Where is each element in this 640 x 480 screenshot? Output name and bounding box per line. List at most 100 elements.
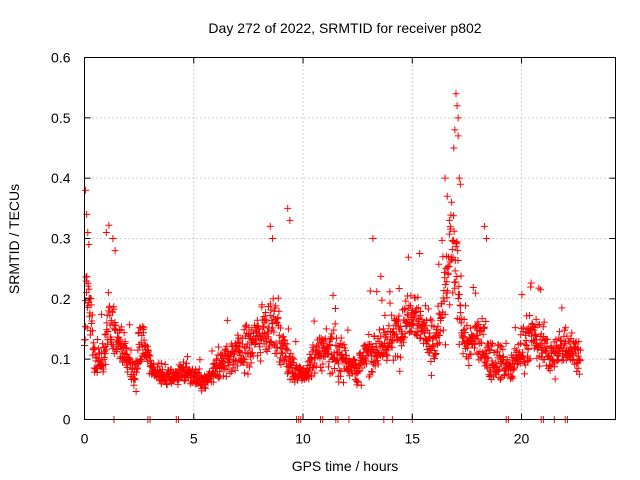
data-point (97, 349, 105, 357)
data-point (382, 347, 390, 355)
data-point (102, 228, 110, 236)
data-point (274, 294, 282, 302)
data-point (540, 318, 548, 326)
data-point (403, 310, 411, 318)
data-point (404, 253, 412, 261)
data-point (95, 345, 103, 353)
data-point (410, 312, 418, 320)
data-point (344, 326, 352, 334)
data-point (428, 317, 436, 325)
data-point (439, 326, 447, 334)
data-point (102, 360, 110, 368)
data-point (373, 357, 381, 365)
data-point (478, 339, 486, 347)
data-point (89, 339, 97, 347)
data-point (140, 336, 148, 344)
data-point (277, 361, 285, 369)
data-point (529, 322, 537, 330)
data-point (183, 359, 191, 367)
data-point (226, 355, 234, 363)
data-point (533, 335, 541, 343)
data-point (435, 339, 443, 347)
data-point (327, 333, 335, 341)
data-point (569, 356, 577, 364)
data-point (338, 350, 346, 358)
data-point (424, 305, 432, 313)
data-point (464, 354, 472, 362)
data-point (84, 282, 92, 290)
data-point (519, 353, 527, 361)
data-point (93, 369, 101, 377)
data-point (436, 327, 444, 335)
data-point (337, 334, 345, 342)
data-point (248, 326, 256, 334)
data-point (534, 321, 542, 329)
data-point (404, 312, 412, 320)
data-point (448, 198, 456, 206)
data-point (576, 357, 584, 365)
data-point (453, 102, 461, 110)
data-point (328, 369, 336, 377)
data-point (319, 339, 327, 347)
data-point (132, 387, 140, 395)
data-point (256, 349, 264, 357)
data-point (455, 291, 463, 299)
data-point (340, 341, 348, 349)
data-point (279, 333, 287, 341)
data-point (376, 326, 384, 334)
data-point (268, 235, 276, 242)
data-point (417, 334, 425, 342)
data-point (449, 289, 457, 297)
data-point (434, 322, 442, 330)
data-point (443, 278, 451, 286)
data-point (330, 326, 338, 334)
data-point (248, 349, 256, 357)
data-point (324, 363, 332, 371)
data-point (262, 317, 270, 325)
data-point (551, 375, 559, 383)
data-point (562, 324, 570, 332)
data-point (223, 316, 231, 324)
data-point (213, 355, 221, 363)
data-point (552, 336, 560, 344)
data-point (331, 305, 339, 313)
data-point (443, 294, 451, 302)
data-point (371, 352, 379, 360)
data-point (480, 323, 488, 331)
data-point (471, 289, 479, 297)
data-point (575, 370, 583, 378)
data-point (497, 375, 505, 383)
data-point (537, 286, 545, 294)
data-point (395, 312, 403, 320)
data-point (329, 291, 337, 299)
data-point (350, 355, 358, 363)
data-point (469, 283, 477, 291)
data-point (166, 369, 174, 377)
data-point (140, 324, 148, 332)
data-point (401, 306, 409, 314)
data-point (416, 249, 424, 257)
data-point (320, 336, 328, 344)
data-point (219, 372, 227, 380)
data-point (161, 360, 169, 368)
data-point (372, 344, 380, 352)
data-point (91, 344, 99, 352)
data-point (532, 315, 540, 323)
data-point (527, 283, 535, 291)
data-point (331, 320, 339, 328)
data-point (414, 293, 422, 301)
data-point (111, 325, 119, 333)
data-point (560, 341, 568, 349)
data-point (531, 331, 539, 339)
data-point (312, 362, 320, 370)
data-point (461, 329, 469, 337)
data-point (489, 340, 497, 348)
data-point (150, 360, 158, 368)
data-point (385, 322, 393, 330)
data-point (292, 338, 300, 346)
data-point (425, 329, 433, 337)
data-point (473, 332, 481, 340)
data-point (260, 323, 268, 331)
data-point (522, 329, 530, 337)
data-point (263, 347, 271, 355)
